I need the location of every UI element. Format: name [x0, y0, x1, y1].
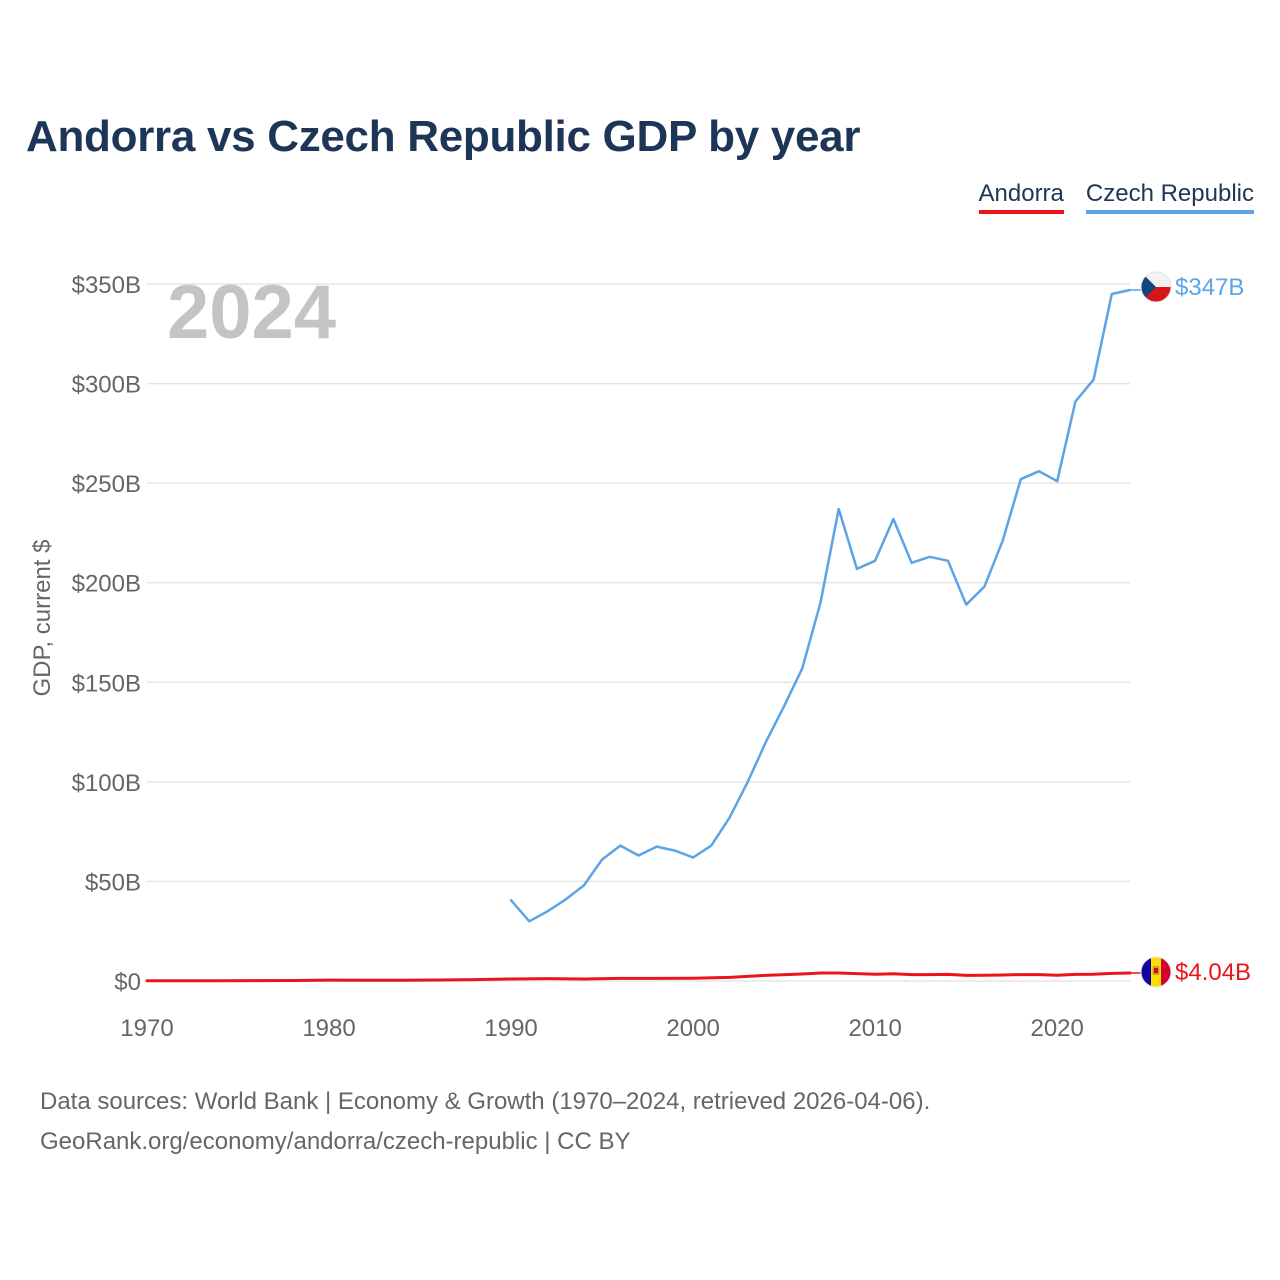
y-axis-ticks: $0 $50B $100B $150B $200B $250B $300B $350B — [72, 272, 141, 996]
y-tick-label: $350B — [72, 272, 141, 299]
czech-flag-icon — [1140, 271, 1172, 303]
y-tick-label: $50B — [85, 869, 141, 896]
x-tick-label: 2020 — [1030, 1015, 1083, 1042]
legend: Andorra Czech Republic — [978, 180, 1254, 214]
y-tick-label: $300B — [72, 372, 141, 399]
y-axis-label: GDP, current $ — [29, 540, 56, 697]
y-tick-label: $0 — [114, 969, 141, 996]
attribution-link[interactable]: GeoRank.org/economy/andorra/czech-republ… — [40, 1128, 631, 1155]
andorra-flag-icon — [1140, 956, 1172, 988]
y-tick-label: $250B — [72, 471, 141, 498]
x-tick-label: 1990 — [484, 1015, 537, 1042]
end-label-czech-republic: $347B — [1175, 274, 1244, 301]
end-label-andorra: $4.04B — [1175, 959, 1251, 986]
y-tick-label: $100B — [72, 770, 141, 797]
x-tick-label: 1980 — [302, 1015, 355, 1042]
series-line-czech-republic[interactable] — [509, 288, 1132, 923]
gridlines — [147, 283, 1130, 982]
legend-item-andorra[interactable]: Andorra — [978, 180, 1064, 214]
y-tick-label: $200B — [72, 571, 141, 598]
chart-title: Andorra vs Czech Republic GDP by year — [26, 112, 861, 161]
series-lines — [145, 288, 1141, 983]
footer: Data sources: World Bank | Economy & Gro… — [40, 1082, 930, 1162]
y-tick-label: $150B — [72, 670, 141, 697]
legend-item-czech-republic[interactable]: Czech Republic — [1085, 180, 1254, 214]
x-axis-ticks: 1970 1980 1990 2000 2010 2020 — [120, 1015, 1084, 1042]
x-tick-label: 1970 — [120, 1015, 173, 1042]
year-watermark: 2024 — [167, 270, 336, 355]
x-tick-label: 2000 — [666, 1015, 719, 1042]
data-source-note: Data sources: World Bank | Economy & Gro… — [40, 1088, 931, 1115]
series-line-andorra[interactable] — [145, 971, 1132, 983]
x-tick-label: 2010 — [848, 1015, 901, 1042]
